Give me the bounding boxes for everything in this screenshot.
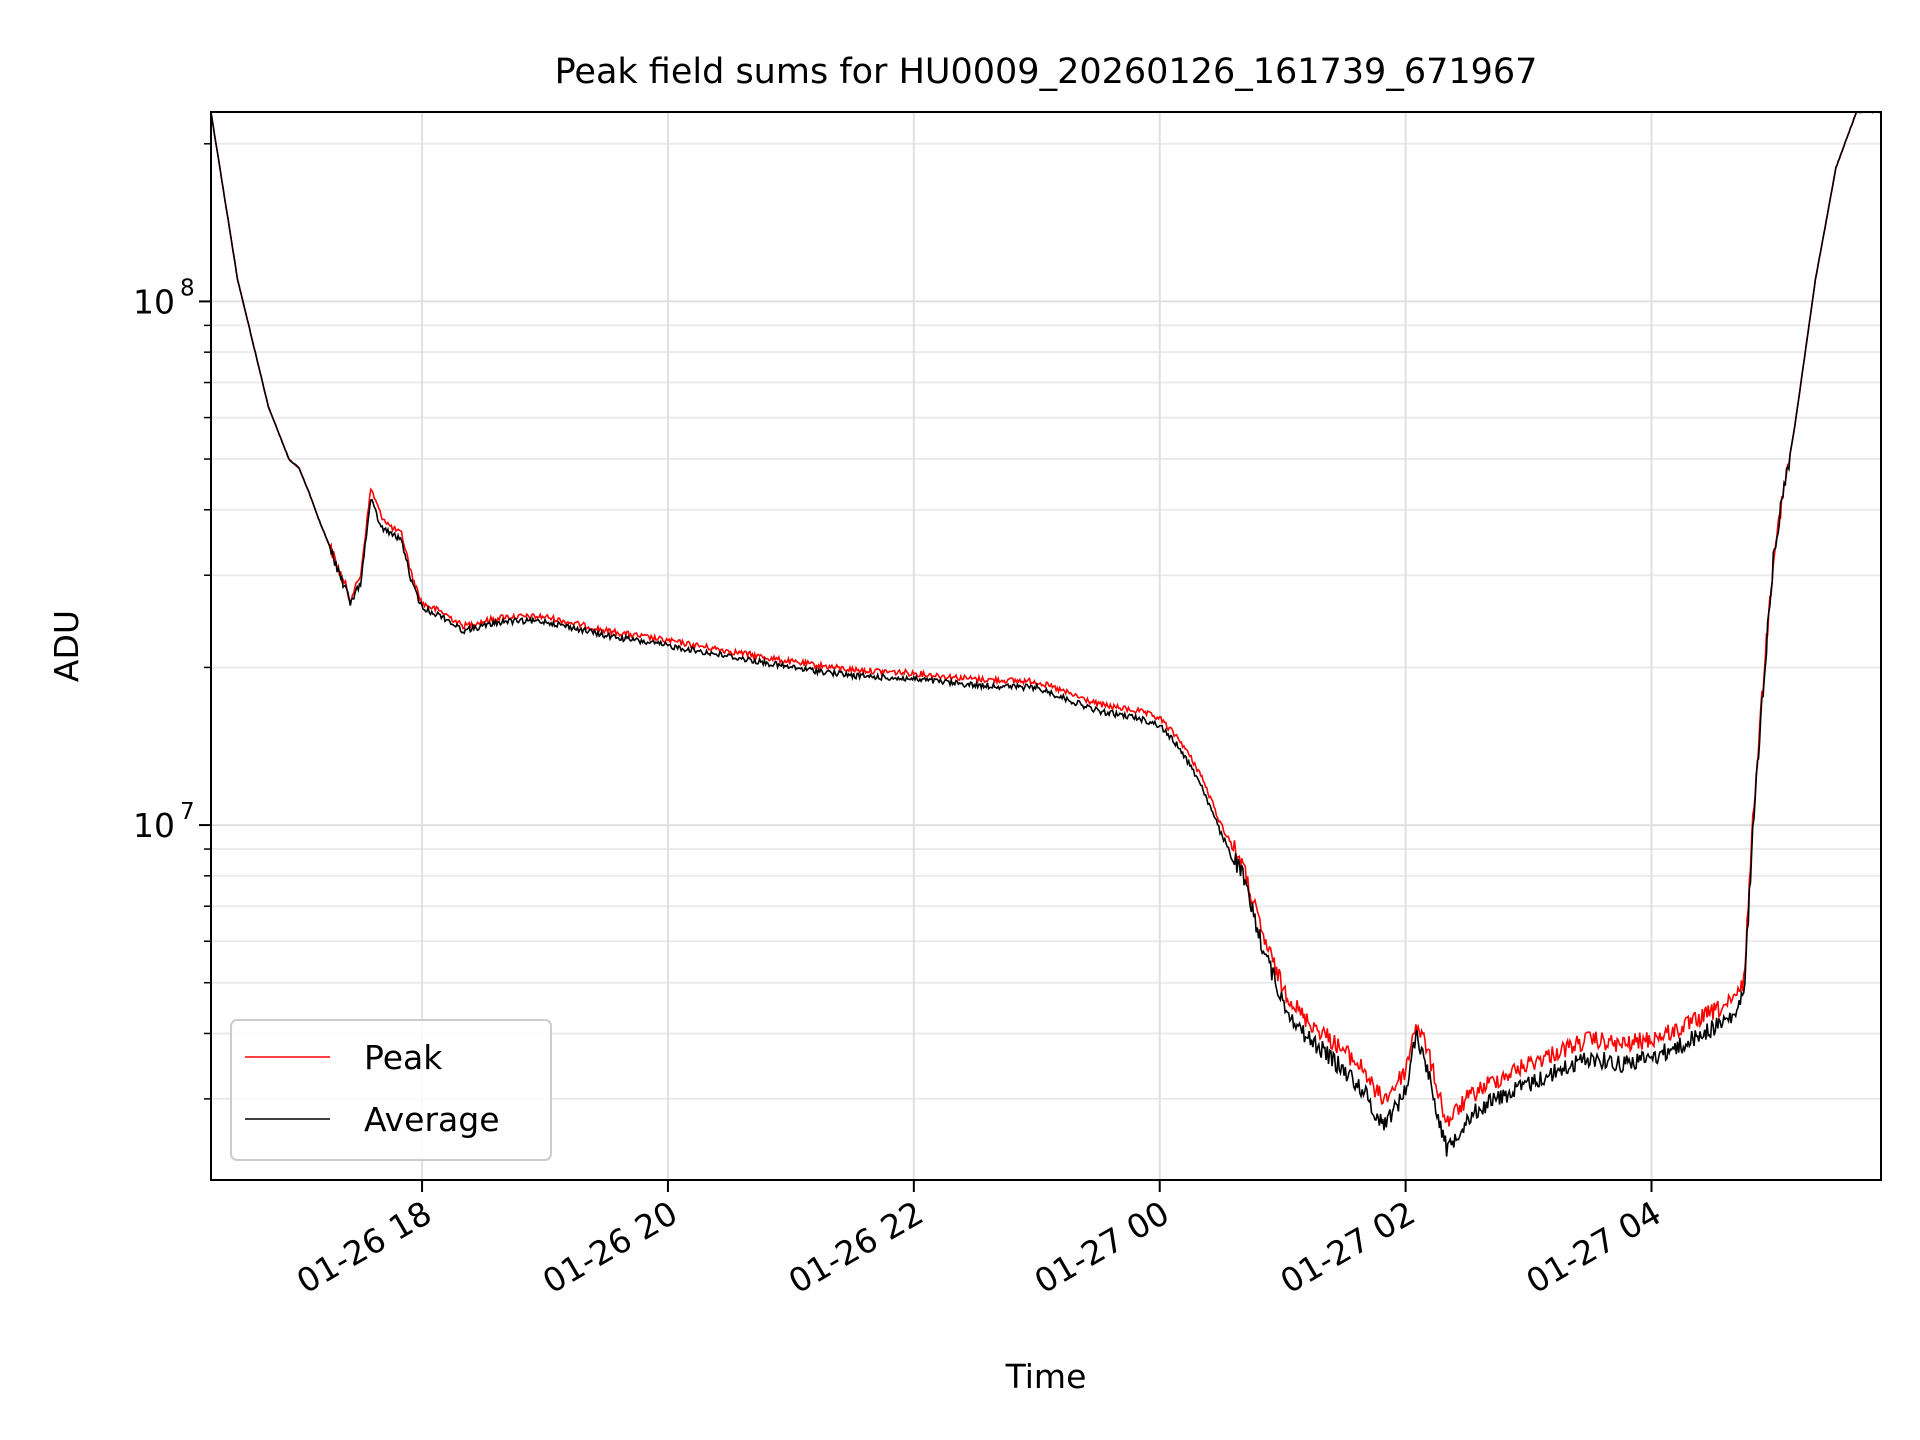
legend: Peak Average	[230, 1019, 552, 1161]
legend-label-peak: Peak	[364, 1038, 443, 1077]
y-tick-label: 10	[133, 282, 175, 321]
y-tick-label-exponent: 7	[180, 799, 195, 825]
x-axis-label: Time	[1005, 1357, 1087, 1396]
y-tick-label: 10	[133, 806, 175, 845]
grid	[211, 112, 1881, 1180]
legend-label-average: Average	[364, 1100, 500, 1139]
y-axis-label: ADU	[47, 610, 86, 682]
series-line-average	[211, 112, 1881, 1157]
legend-box	[230, 1019, 552, 1161]
series-lines	[211, 112, 1881, 1157]
plot-frame	[210, 111, 1882, 1181]
chart-title: Peak field sums for HU0009_20260126_1617…	[555, 52, 1538, 92]
y-tick-label-exponent: 8	[180, 275, 195, 301]
